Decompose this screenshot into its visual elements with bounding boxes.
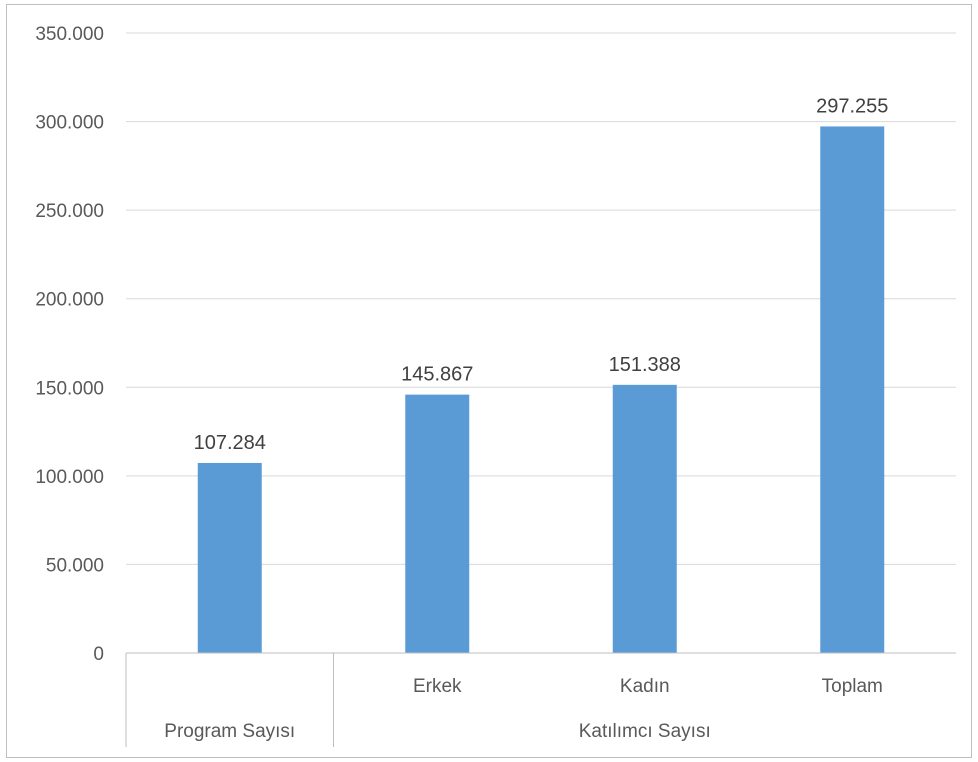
bars (197, 126, 885, 653)
bar (197, 462, 262, 653)
bar (820, 126, 885, 653)
x-axis: Erkek Kadın Toplam Program Sayısı Katılımcı … (125, 652, 956, 747)
data-label: 297.255 (816, 95, 888, 117)
x-group-label: Program Sayısı (164, 721, 295, 742)
y-tick-label: 350.000 (35, 24, 104, 45)
data-label: 107.284 (194, 432, 266, 454)
gridlines (126, 32, 956, 565)
y-tick-label: 50.000 (46, 555, 104, 576)
x-category-label: Toplam (822, 676, 883, 697)
y-tick-label: 250.000 (35, 201, 104, 222)
bar (405, 394, 470, 653)
y-tick-label: 0 (93, 644, 104, 665)
y-tick-label: 300.000 (35, 113, 104, 134)
x-category-label: Kadın (620, 676, 670, 697)
y-tick-label: 100.000 (35, 467, 104, 488)
chart-frame (6, 4, 972, 758)
data-labels: 107.284 145.867 151.388 297.255 (194, 95, 889, 454)
x-category-label: Erkek (413, 676, 462, 697)
y-tick-label: 200.000 (35, 290, 104, 311)
data-label: 145.867 (401, 364, 473, 386)
y-tick-label: 150.000 (35, 378, 104, 399)
x-group-label: Katılımcı Sayısı (579, 721, 711, 742)
y-axis-ticks: 0 50.000 100.000 150.000 200.000 250.000 300.0… (35, 24, 104, 665)
data-label: 151.388 (609, 354, 681, 376)
bar (612, 384, 677, 653)
